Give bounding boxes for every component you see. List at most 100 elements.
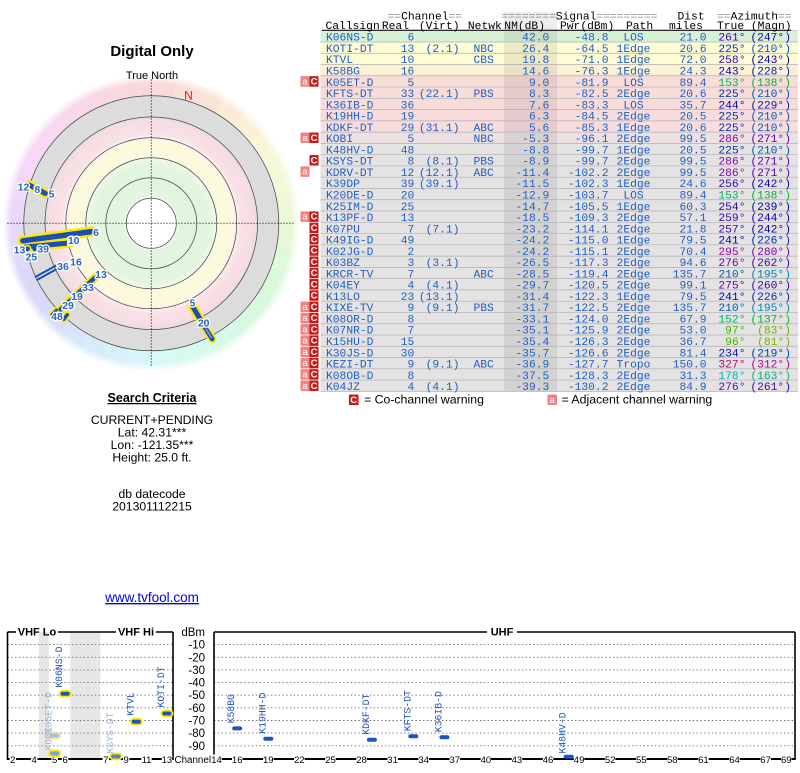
svg-text:178°: 178° [718,371,745,383]
svg-text:34: 34 [418,755,429,766]
svg-text:-125.9: -125.9 [568,326,609,338]
svg-text:-85.3: -85.3 [575,123,609,135]
svg-text:7: 7 [103,755,108,766]
svg-text:-109.3: -109.3 [568,213,609,225]
svg-text:9: 9 [408,360,415,372]
svg-text:2Edge: 2Edge [617,314,651,326]
svg-text:33: 33 [82,282,94,294]
svg-text:K15HU-D: K15HU-D [326,337,374,349]
svg-text:(260°): (260°) [750,281,791,293]
svg-text:259°: 259° [718,213,745,225]
svg-text:30: 30 [401,348,415,360]
svg-text:234°: 234° [718,348,745,360]
svg-text:42.0: 42.0 [522,33,549,45]
svg-text:1Edge: 1Edge [617,236,651,248]
svg-text:Height: 25.0 ft.: Height: 25.0 ft. [112,451,191,465]
svg-text:(247°): (247°) [750,33,791,45]
svg-text:67.9: 67.9 [679,314,706,326]
svg-text:5: 5 [49,189,55,201]
svg-text:(271°): (271°) [750,134,791,146]
svg-text:-11.5: -11.5 [515,179,549,191]
svg-text:a: a [302,302,308,313]
svg-text:201301112215: 201301112215 [112,500,192,514]
svg-text:-33.1: -33.1 [515,314,549,326]
svg-text:C: C [311,302,318,313]
svg-text:1Edge: 1Edge [617,55,651,67]
svg-text:20.6: 20.6 [679,89,706,101]
svg-text:-24.2: -24.2 [515,247,549,259]
svg-text:==Channel==: ==Channel== [388,12,463,24]
svg-text:55: 55 [636,755,647,766]
svg-text:LOS: LOS [623,100,644,112]
svg-text:-35.7: -35.7 [515,348,549,360]
svg-text:a: a [550,395,556,406]
svg-text:(262°): (262°) [750,258,791,270]
svg-text:(219°): (219°) [750,348,791,360]
svg-text:(210°): (210°) [750,44,791,56]
svg-text:(280°): (280°) [750,247,791,259]
svg-text:Pwr(dBm): Pwr(dBm) [560,21,614,33]
svg-text:-83.3: -83.3 [575,100,609,112]
svg-text:C: C [311,234,318,245]
svg-text:29: 29 [62,300,74,312]
svg-text:True (Magn): True (Magn) [717,21,792,33]
svg-text:(4.1): (4.1) [426,281,460,293]
svg-text:24.3: 24.3 [679,67,706,79]
svg-text:1Edge: 1Edge [617,123,651,135]
svg-text:53.0: 53.0 [679,326,706,338]
svg-text:(195°): (195°) [750,269,791,281]
svg-text:(210°): (210°) [750,145,791,157]
svg-text:a: a [302,336,308,347]
svg-text:2Edge: 2Edge [617,224,651,236]
svg-text:3: 3 [408,258,415,270]
svg-text:-122.3: -122.3 [568,292,609,304]
svg-text:C: C [311,155,318,166]
svg-text:9: 9 [124,755,129,766]
svg-text:261°: 261° [718,33,745,45]
svg-text:(271°): (271°) [750,157,791,169]
svg-text:28: 28 [356,755,367,766]
svg-text:52: 52 [605,755,616,766]
svg-text:7: 7 [408,326,415,338]
svg-text:K30JS-D: K30JS-D [326,348,374,360]
svg-text:46: 46 [543,755,554,766]
svg-text:-102.2: -102.2 [568,168,609,180]
svg-text:-30: -30 [188,665,205,677]
svg-text:KOBI: KOBI [326,134,353,146]
svg-text:(138°): (138°) [750,190,791,202]
svg-text:79.5: 79.5 [679,236,706,248]
svg-text:33: 33 [401,89,415,101]
svg-text:2Edge: 2Edge [617,303,651,315]
svg-text:C: C [311,76,318,87]
svg-text:K05ET-D: K05ET-D [44,692,55,733]
svg-text:81.4: 81.4 [679,348,706,360]
svg-text:2Edge: 2Edge [617,112,651,124]
svg-text:39: 39 [37,244,49,256]
svg-text:= Adjacent channel warning: = Adjacent channel warning [562,393,713,407]
svg-text:72.0: 72.0 [679,55,706,67]
svg-text:NBC: NBC [474,44,495,56]
svg-text:39: 39 [401,179,415,191]
svg-text:2Edge: 2Edge [617,247,651,259]
svg-text:16: 16 [70,257,82,269]
svg-text:NM(dB): NM(dB) [504,21,545,33]
svg-text:89.4: 89.4 [679,78,706,90]
svg-text:a: a [302,324,308,335]
svg-text:C: C [311,381,318,392]
svg-text:C: C [311,291,318,302]
svg-text:KSYS-DT: KSYS-DT [105,712,116,753]
svg-text:4: 4 [31,755,36,766]
svg-text:153°: 153° [718,78,745,90]
svg-text:-127.7: -127.7 [568,360,609,372]
svg-text:99.1: 99.1 [679,281,706,293]
svg-text:a: a [302,212,308,223]
svg-text:-20: -20 [188,652,205,664]
svg-text:-35.4: -35.4 [515,337,549,349]
svg-text:5: 5 [190,298,196,310]
svg-text:-31.7: -31.7 [515,303,549,315]
svg-text:-117.3: -117.3 [568,258,609,270]
svg-text:-18.5: -18.5 [515,213,549,225]
svg-text:8: 8 [408,157,415,169]
svg-text:-115.0: -115.0 [568,236,609,248]
svg-text:36.7: 36.7 [679,337,706,349]
